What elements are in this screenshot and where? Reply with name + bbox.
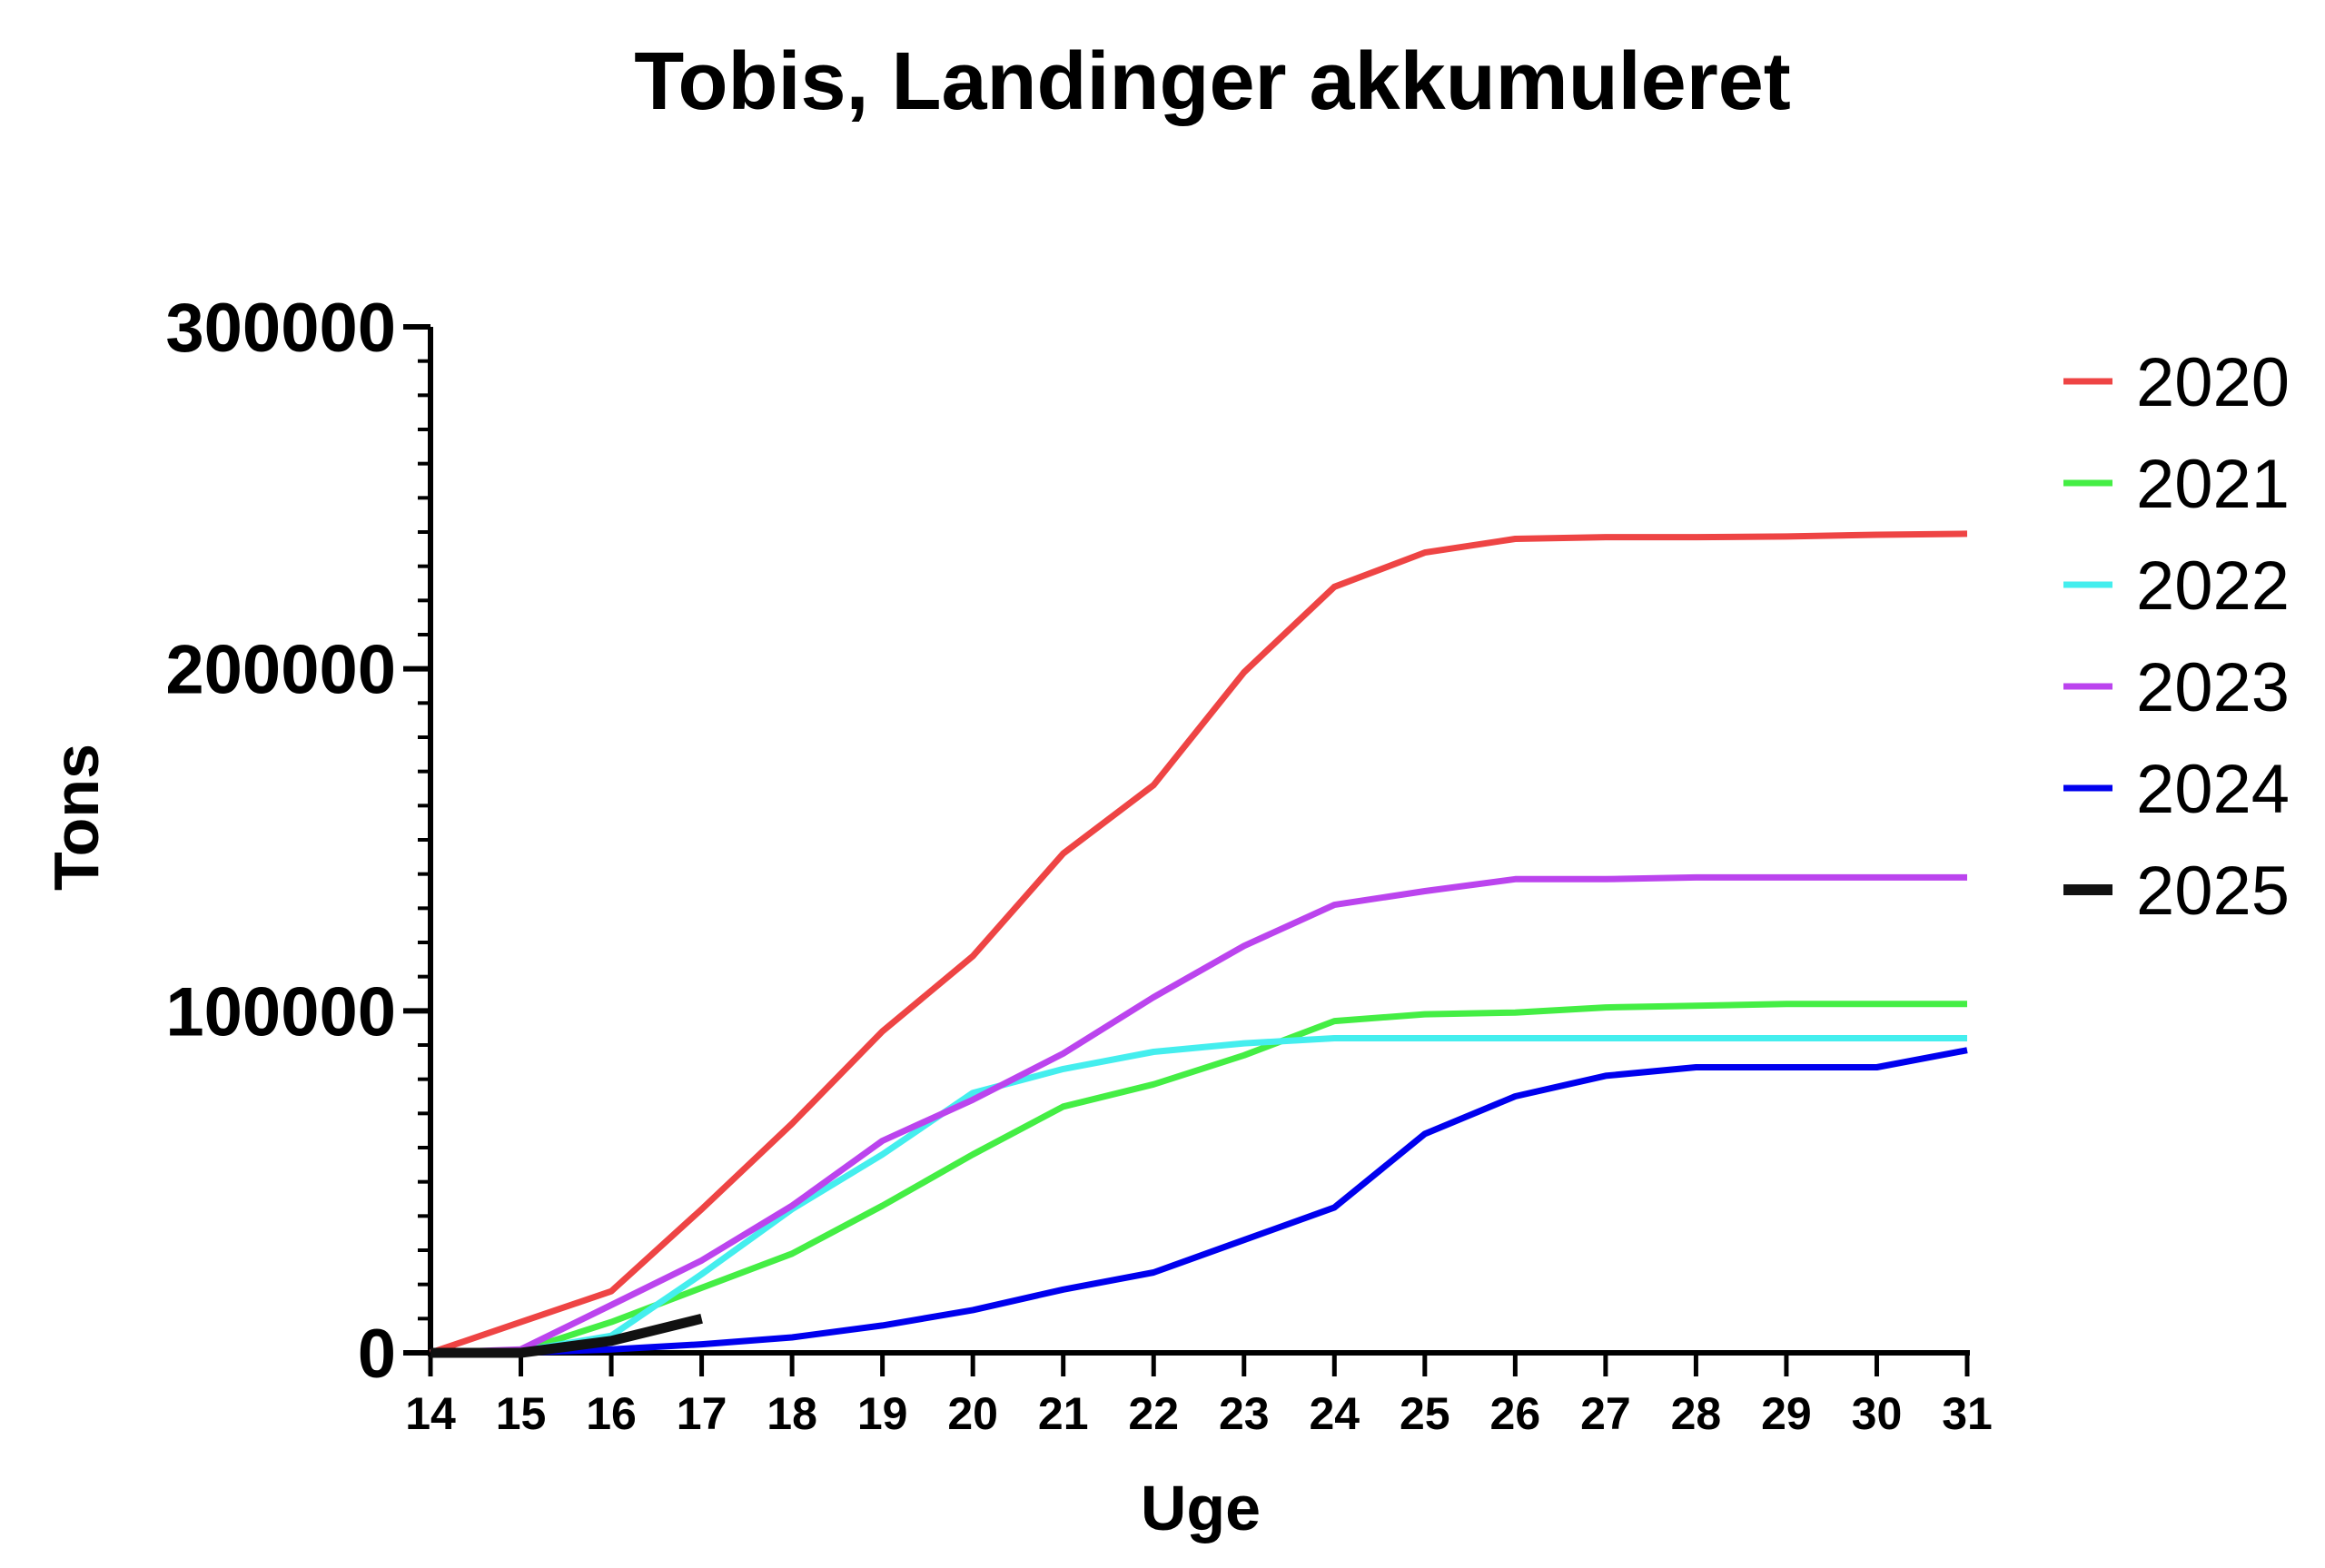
y-tick-label: 0: [358, 1316, 396, 1393]
x-tick-label: 20: [947, 1388, 998, 1439]
x-tick-label: 16: [586, 1388, 637, 1439]
x-tick-label: 27: [1580, 1388, 1631, 1439]
x-tick-label: 17: [677, 1388, 727, 1439]
x-tick-label: 26: [1490, 1388, 1541, 1439]
legend-label-2022: 2022: [2136, 547, 2290, 625]
x-tick-label: 15: [496, 1388, 547, 1439]
y-tick-label: 100000: [165, 973, 396, 1050]
x-tick-label: 29: [1761, 1388, 1812, 1439]
legend-label-2021: 2021: [2136, 446, 2290, 523]
x-tick-label: 31: [1942, 1388, 1993, 1439]
x-tick-label: 21: [1038, 1388, 1089, 1439]
legend: 2020 2021 2022 2023 2024 2025: [2063, 344, 2290, 930]
x-tick-label: 24: [1309, 1388, 1360, 1439]
axes: [403, 324, 1970, 1376]
x-tick-label: 19: [857, 1388, 908, 1439]
legend-label-2025: 2025: [2136, 853, 2290, 930]
x-tick-label: 25: [1400, 1388, 1450, 1439]
y-axis-title: Tons: [41, 744, 112, 891]
series-lines: [429, 530, 1968, 1358]
chart-title: Tobis, Landinger akkumuleret: [634, 36, 1791, 127]
series-line-2024: [430, 1047, 1968, 1356]
legend-label-2024: 2024: [2136, 751, 2290, 828]
tick-labels: 0 100000 200000 300000 14 15 16 17 18 19 20 21 22 23 2…: [165, 290, 1992, 1439]
y-tick-label: 200000: [165, 632, 396, 709]
x-axis-title: Uge: [1141, 1473, 1261, 1543]
x-tick-label: 23: [1219, 1388, 1270, 1439]
y-tick-label: 300000: [165, 290, 396, 367]
x-tick-label: 18: [767, 1388, 817, 1439]
x-tick-label: 30: [1852, 1388, 1903, 1439]
legend-label-2020: 2020: [2136, 344, 2290, 421]
legend-label-2023: 2023: [2136, 649, 2290, 726]
series-line-2020: [429, 530, 1968, 1356]
series-line-2023: [430, 873, 1967, 1356]
x-tick-label: 28: [1671, 1388, 1722, 1439]
series-line-2025: [430, 1313, 703, 1358]
x-tick-label: 14: [405, 1388, 456, 1439]
series-line-2021: [430, 1001, 1967, 1356]
x-tick-label: 22: [1128, 1388, 1179, 1439]
series-line-2022: [430, 1035, 1967, 1356]
